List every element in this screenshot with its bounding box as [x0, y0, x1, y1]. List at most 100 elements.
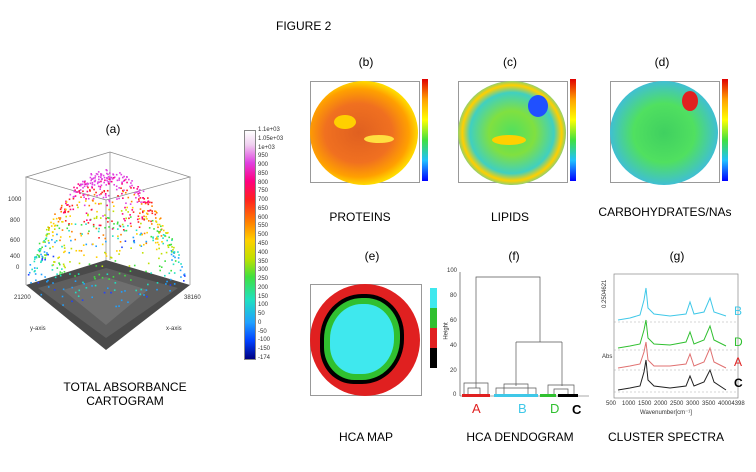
scatter-point	[91, 181, 94, 184]
scatter-point	[83, 220, 86, 223]
scatter-point	[171, 259, 173, 261]
scatter-point	[59, 208, 62, 211]
z-tick: 400	[10, 254, 21, 260]
scatter-point	[52, 222, 55, 225]
scatter-point	[47, 286, 50, 288]
scatter-point	[98, 181, 101, 183]
scatter-point	[138, 226, 141, 229]
scatter-point	[107, 180, 109, 183]
scatter-point	[123, 218, 125, 220]
scatter-point	[44, 258, 46, 261]
scatter-point	[170, 253, 173, 256]
scatter-point	[78, 201, 81, 204]
scatter-point	[183, 280, 185, 282]
scatter-point	[63, 244, 66, 247]
scatter-point	[51, 238, 53, 241]
scatter-point	[158, 243, 160, 246]
scatter-point	[117, 235, 119, 238]
f-y-tick: 40	[450, 343, 457, 349]
scatter-point	[138, 200, 140, 202]
scatter-point	[89, 182, 92, 185]
scatter-point	[133, 264, 136, 267]
f-y-tick: 80	[450, 293, 457, 299]
scatter-point	[124, 290, 126, 292]
scatter-point	[92, 197, 95, 200]
scatter-point	[148, 227, 151, 229]
z-tick: 600	[10, 238, 21, 244]
scatter-point	[101, 191, 103, 194]
scatter-point	[76, 187, 78, 189]
scatter-point	[62, 263, 65, 266]
scatter-point	[108, 226, 110, 228]
scatter-point	[137, 190, 140, 193]
scatter-point	[81, 233, 83, 235]
scatter-point	[100, 176, 102, 179]
scatter-point	[150, 220, 152, 223]
scatter-point	[130, 225, 132, 228]
scatter-point	[46, 280, 48, 283]
main-colorbar-tick: 1.1e+03	[258, 127, 280, 133]
cluster-label-d: D	[550, 401, 560, 416]
scatter-point	[113, 289, 116, 291]
scatter-point	[155, 212, 158, 214]
scatter-point	[83, 183, 86, 185]
scatter-point	[63, 271, 66, 273]
main-colorbar-tick: 550	[258, 223, 269, 230]
scatter-point	[129, 185, 131, 188]
scatter-point	[183, 273, 186, 275]
scatter-point	[141, 216, 144, 218]
scatter-point	[108, 178, 110, 180]
scatter-point	[158, 232, 160, 234]
scatter-point	[75, 191, 77, 193]
scatter-point	[39, 249, 42, 252]
spectrum-label-d: D	[734, 335, 743, 349]
panel-g-label: (g)	[669, 249, 685, 263]
scatter-point	[174, 256, 176, 259]
scatter-point	[107, 182, 110, 185]
scatter-point	[120, 187, 122, 189]
scatter-point	[118, 179, 121, 181]
scatter-point	[127, 211, 129, 213]
scatter-point	[37, 249, 40, 251]
scatter-point	[156, 288, 158, 291]
scatter-point	[92, 243, 94, 245]
scatter-point	[171, 238, 174, 240]
scatter-point	[140, 222, 142, 225]
main-colorbar-tick: 700	[258, 197, 269, 204]
scatter-point	[164, 234, 166, 237]
scatter-point	[81, 299, 84, 301]
panel-a-caption-2: CARTOGRAM	[86, 394, 164, 408]
scatter-point	[93, 193, 96, 196]
scatter-point	[94, 284, 97, 287]
scatter-point	[51, 231, 54, 233]
g-x-tick: 40004398	[718, 401, 745, 407]
scatter-point	[145, 270, 147, 273]
scatter-point	[155, 221, 158, 223]
scatter-point	[106, 273, 109, 276]
scatter-point	[115, 188, 118, 191]
scatter-point	[94, 202, 97, 205]
main-colorbar-tick: 150	[258, 293, 269, 300]
scatter-point	[111, 178, 114, 180]
scatter-point	[59, 273, 61, 275]
scatter-point	[100, 202, 102, 205]
scatter-point	[174, 260, 177, 262]
main-colorbar-tick: 50	[258, 311, 265, 318]
scatter-point	[106, 189, 109, 192]
scatter-point	[140, 203, 143, 205]
scatter-point	[151, 205, 153, 207]
scatter-point	[126, 206, 128, 209]
panel-b-map	[304, 75, 438, 193]
panel-g-spectra: 0.2504621 Abs Wavenumber[cm⁻¹] 500 1000 15…	[600, 268, 750, 418]
z-tick: 0	[16, 265, 20, 271]
main-colorbar-tick: 850	[258, 170, 269, 177]
scatter-point	[112, 276, 115, 278]
scatter-point	[48, 227, 50, 230]
scatter-point	[143, 210, 145, 212]
scatter-point	[63, 247, 66, 249]
scatter-point	[70, 223, 73, 225]
scatter-point	[100, 174, 102, 177]
scatter-point	[104, 214, 106, 216]
scatter-point	[104, 179, 106, 182]
scatter-point	[170, 249, 173, 252]
